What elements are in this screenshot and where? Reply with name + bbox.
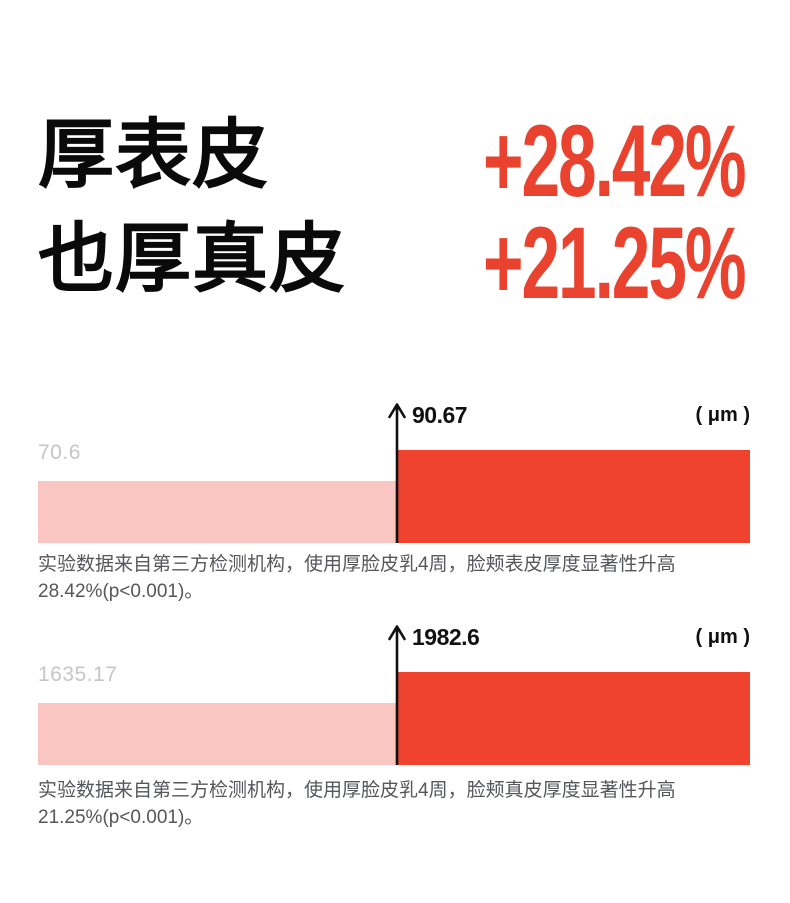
headline-line-1: 厚表皮 bbox=[38, 113, 269, 198]
stat-percent-epidermis: +28.42% bbox=[360, 104, 748, 218]
chart-epidermis: 90.67 ( μm ) 70.6 bbox=[38, 402, 750, 543]
up-arrow-icon bbox=[388, 625, 406, 765]
caption-line-1: 实验数据来自第三方检测机构，使用厚脸皮乳4周，脸颊表皮厚度显著性升高 bbox=[38, 554, 676, 575]
caption-line-1: 实验数据来自第三方检测机构，使用厚脸皮乳4周，脸颊真皮厚度显著性升高 bbox=[38, 780, 676, 801]
chart-dermis: 1982.6 ( μm ) 1635.17 bbox=[38, 624, 750, 765]
after-value-label: 90.67 bbox=[412, 402, 468, 428]
unit-label: ( μm ) bbox=[695, 404, 750, 426]
bar-after bbox=[397, 450, 750, 543]
after-value-label: 1982.6 bbox=[412, 624, 480, 650]
bar-after bbox=[397, 672, 750, 765]
headline-line-2: 也厚真皮 bbox=[38, 217, 346, 302]
bar-before bbox=[38, 481, 397, 543]
unit-label: ( μm ) bbox=[695, 626, 750, 648]
chart-caption-epidermis: 实验数据来自第三方检测机构，使用厚脸皮乳4周，脸颊表皮厚度显著性升高 28.42… bbox=[38, 551, 750, 605]
caption-line-2: 21.25%(p<0.001)。 bbox=[38, 807, 204, 828]
bar-before bbox=[38, 703, 397, 765]
chart-caption-dermis: 实验数据来自第三方检测机构，使用厚脸皮乳4周，脸颊真皮厚度显著性升高 21.25… bbox=[38, 777, 750, 831]
stat-percent-value: +21.25% bbox=[483, 206, 748, 320]
before-value-label: 1635.17 bbox=[38, 663, 118, 686]
caption-line-2: 28.42%(p<0.001)。 bbox=[38, 581, 204, 602]
up-arrow-icon bbox=[388, 403, 406, 543]
stat-percent-value: +28.42% bbox=[483, 104, 748, 218]
before-value-label: 70.6 bbox=[38, 441, 81, 464]
stat-percent-dermis: +21.25% bbox=[360, 206, 748, 320]
